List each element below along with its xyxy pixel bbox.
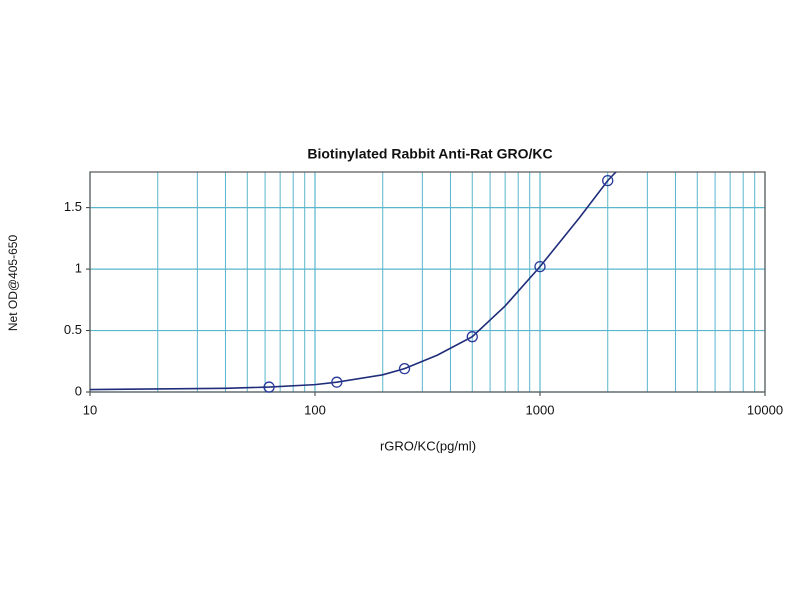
data-point — [331, 376, 343, 388]
y-axis-label: Net OD@405-650 — [6, 235, 20, 332]
y-tick-label: 1 — [75, 261, 82, 276]
x-tick-label: 10 — [83, 402, 97, 417]
fit-curve — [90, 172, 617, 391]
y-tick-label: 1.5 — [64, 199, 82, 214]
data-point — [534, 260, 546, 273]
data-point — [398, 362, 411, 375]
y-tick-label: 0.5 — [64, 322, 82, 337]
x-tick-label: 100 — [304, 402, 326, 417]
chart-title: Biotinylated Rabbit Anti-Rat GRO/KC — [307, 146, 552, 162]
plot-area — [90, 172, 765, 392]
x-tick-label: 10000 — [747, 402, 783, 417]
plot-border — [89, 171, 766, 393]
data-point — [263, 381, 275, 393]
data-point — [602, 174, 614, 187]
x-axis-label: rGRO/KC(pg/ml) — [380, 438, 476, 453]
x-tick-label: 1000 — [526, 402, 555, 417]
data-point — [466, 331, 478, 343]
y-tick-label: 0 — [75, 383, 82, 398]
